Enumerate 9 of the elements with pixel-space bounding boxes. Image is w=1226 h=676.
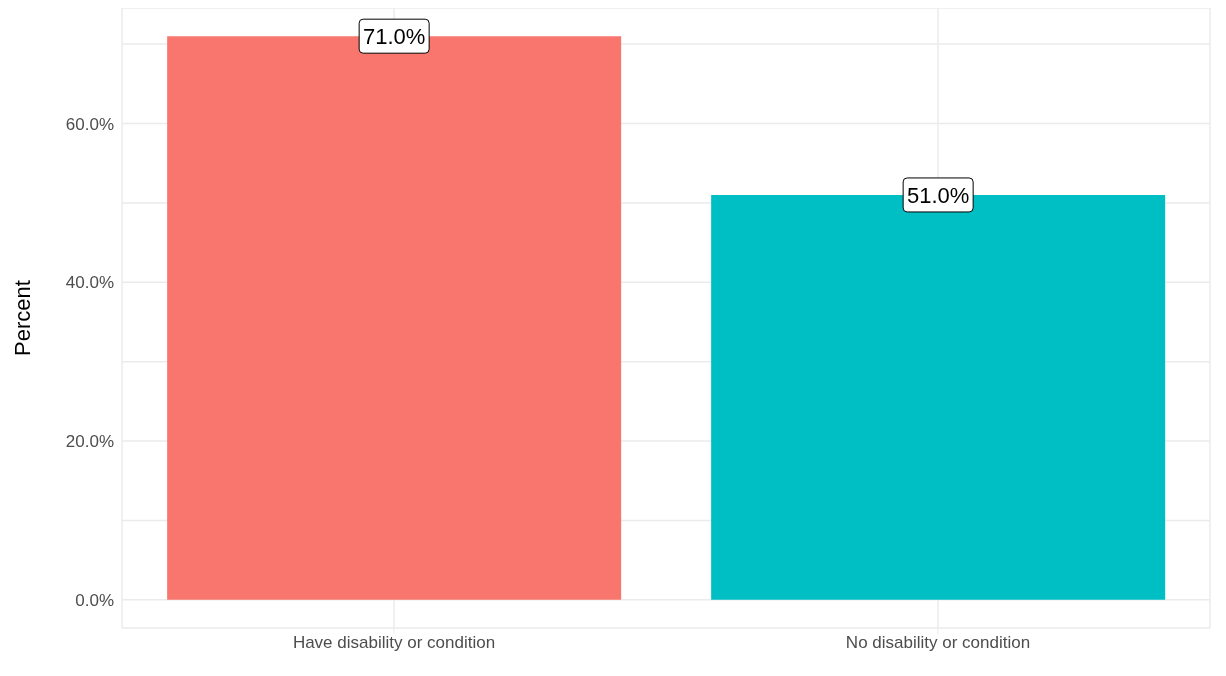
x-tick-label: No disability or condition — [845, 633, 1031, 653]
data-label: 71.0% — [362, 24, 426, 50]
data-label: 51.0% — [906, 182, 970, 208]
y-tick-label: 20.0% — [65, 432, 114, 452]
x-tick-label: Have disability or condition — [292, 633, 496, 653]
y-axis-title: Percent — [9, 280, 35, 356]
y-tick-label: 40.0% — [65, 273, 114, 293]
y-tick-label: 60.0% — [65, 114, 114, 134]
y-tick-label: 0.0% — [75, 590, 114, 610]
